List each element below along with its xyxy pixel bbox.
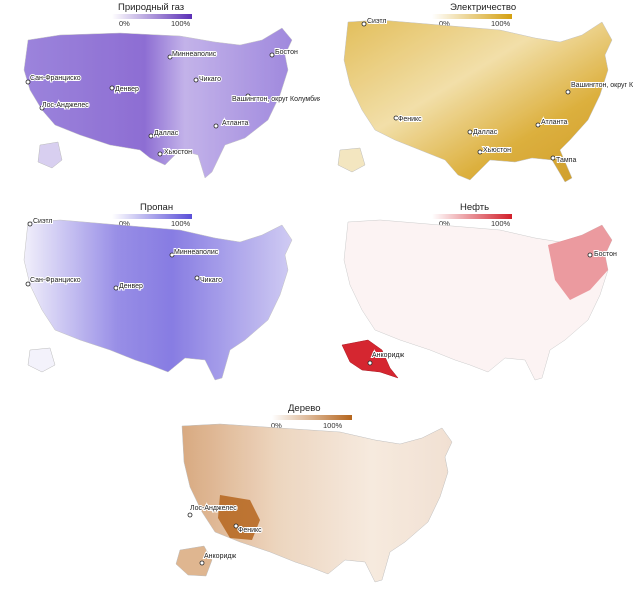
city-marker <box>148 133 154 139</box>
city-label: Лос-Анджелес <box>190 505 237 512</box>
alaska-outline <box>337 147 366 173</box>
city-marker <box>113 285 119 291</box>
city-label: Денвер <box>119 283 143 290</box>
legend-gradient <box>272 415 352 420</box>
legend-min-label: 0% <box>271 421 282 430</box>
city-marker <box>245 93 251 99</box>
panel-title: Пропан <box>140 202 174 213</box>
choropleth-map: Бостон Анкоридж <box>341 219 618 381</box>
city-marker <box>167 54 173 60</box>
city-label: Анкоридж <box>204 553 236 560</box>
city-marker <box>25 281 31 287</box>
us-outline <box>343 19 613 183</box>
city-marker <box>467 129 473 135</box>
city-marker <box>39 105 45 111</box>
alaska-outline <box>37 141 63 169</box>
legend-gradient <box>112 14 192 19</box>
city-marker <box>187 512 193 518</box>
city-marker <box>157 151 163 157</box>
legend-min-label: 0% <box>119 19 130 28</box>
legend-max-label: 100% <box>491 19 511 28</box>
map-panel-electricity: Электричество 0% 100% Сиэтл Вашингтон, о… <box>320 0 640 200</box>
map-panel-propane: Пропан 0% 100% Сиэтл Миннеаполис Сан-Фра… <box>0 200 320 400</box>
us-outline <box>181 423 453 583</box>
city-marker <box>109 85 115 91</box>
city-marker <box>169 252 175 258</box>
legend-gradient <box>112 214 192 219</box>
city-marker <box>199 560 205 566</box>
city-marker <box>27 221 33 227</box>
map-panel-wood: Дерево 0% 100% Лос-Анджелес Феникс Анкор… <box>160 400 480 595</box>
panel-title: Природный газ <box>118 2 185 13</box>
panel-title: Электричество <box>450 2 517 13</box>
alaska-outline <box>175 545 213 577</box>
us-outline <box>23 219 293 381</box>
legend-min-label: 0% <box>119 219 130 228</box>
city-label: Феникс <box>238 527 262 534</box>
map-panel-natural-gas: Природный газ 0% 100% Миннеаполис Бостон… <box>0 0 320 200</box>
city-label: Чикаго <box>199 76 221 83</box>
city-marker <box>269 52 275 58</box>
alaska-outline <box>27 347 56 373</box>
legend-max-label: 100% <box>171 219 191 228</box>
us-outline <box>23 27 293 179</box>
legend-max-label: 100% <box>171 19 191 28</box>
city-label: Вашингтон, округ Колумбия. <box>232 95 320 103</box>
choropleth-map: Сиэтл Миннеаполис Сан-Франциско Чикаго Д… <box>23 217 293 381</box>
city-marker <box>25 79 31 85</box>
city-label: Сиэтл <box>33 218 53 225</box>
city-label: Сиэтл <box>367 18 387 25</box>
city-marker <box>550 155 556 161</box>
us-outline <box>343 219 613 381</box>
choropleth-map: Сиэтл Вашингтон, округ К Феникс Даллас А… <box>337 17 635 183</box>
panel-title: Дерево <box>288 403 321 414</box>
city-label: Лос-Анджелес <box>42 102 89 109</box>
choropleth-map: Лос-Анджелес Феникс Анкоридж <box>175 423 453 583</box>
panel-title: Нефть <box>460 202 490 213</box>
city-marker <box>367 360 373 366</box>
city-label: Денвер <box>115 86 139 93</box>
city-label: Сан-Франциско <box>30 277 81 284</box>
city-marker <box>194 275 200 281</box>
city-marker <box>477 149 483 155</box>
city-label: Атланта <box>541 119 568 126</box>
city-marker <box>565 89 571 95</box>
city-label: Вашингтон, округ К <box>571 82 634 89</box>
legend-min-label: 0% <box>439 19 450 28</box>
city-label: Атланта <box>222 120 249 127</box>
city-label: Чикаго <box>200 277 222 284</box>
city-label: Сан-Франциско <box>30 75 81 82</box>
legend-gradient <box>432 14 512 19</box>
city-marker <box>233 523 239 529</box>
city-label: Бостон <box>275 49 298 56</box>
northeast-high-region <box>548 225 612 300</box>
city-label: Миннеаполис <box>172 51 217 58</box>
alaska-outline <box>341 339 399 379</box>
city-marker <box>361 21 367 27</box>
legend-gradient <box>432 214 512 219</box>
city-label: Миннеаполис <box>174 249 219 256</box>
city-marker <box>193 77 199 83</box>
choropleth-map: Миннеаполис Бостон Сан-Франциско Денвер … <box>23 27 320 179</box>
city-label: Феникс <box>398 116 422 123</box>
city-label: Хьюстон <box>164 149 192 156</box>
city-label: Анкоридж <box>372 352 404 359</box>
city-marker <box>213 123 219 129</box>
map-panel-oil: Нефть 0% 100% Бостон Анкоридж <box>320 200 640 400</box>
city-label: Тампа <box>556 157 576 164</box>
legend-max-label: 100% <box>323 421 343 430</box>
city-label: Хьюстон <box>483 147 511 154</box>
city-label: Даллас <box>473 129 498 136</box>
city-marker <box>393 115 399 121</box>
city-marker <box>535 122 541 128</box>
city-label: Бостон <box>594 251 617 258</box>
legend-min-label: 0% <box>439 219 450 228</box>
southwest-high-region <box>218 495 260 540</box>
legend-max-label: 100% <box>491 219 511 228</box>
city-marker <box>587 252 593 258</box>
city-label: Даллас <box>154 130 179 137</box>
